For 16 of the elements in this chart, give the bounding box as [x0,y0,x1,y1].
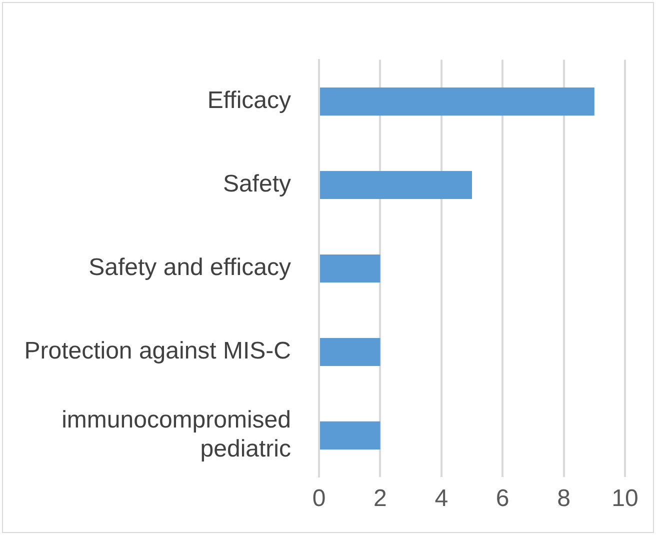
y-tick-label: Efficacy [207,87,291,114]
y-tick-label: immunocompromised pediatric [62,406,291,462]
bar [320,170,472,200]
y-tick-label: Safety [222,170,291,198]
x-tick-label: 8 [557,485,570,512]
x-tick-label: 6 [496,485,510,512]
x-tick-label: 2 [374,485,387,512]
x-tick-label: 0 [312,485,326,512]
bar [320,421,380,450]
bar [320,254,380,283]
x-tick-label: 10 [612,485,638,512]
bar [320,338,380,366]
x-tick-label: 4 [434,485,448,512]
bar [320,88,594,116]
y-tick-label: Safety and efficacy [88,254,291,282]
y-tick-label: Protection against MIS-C [24,338,291,365]
